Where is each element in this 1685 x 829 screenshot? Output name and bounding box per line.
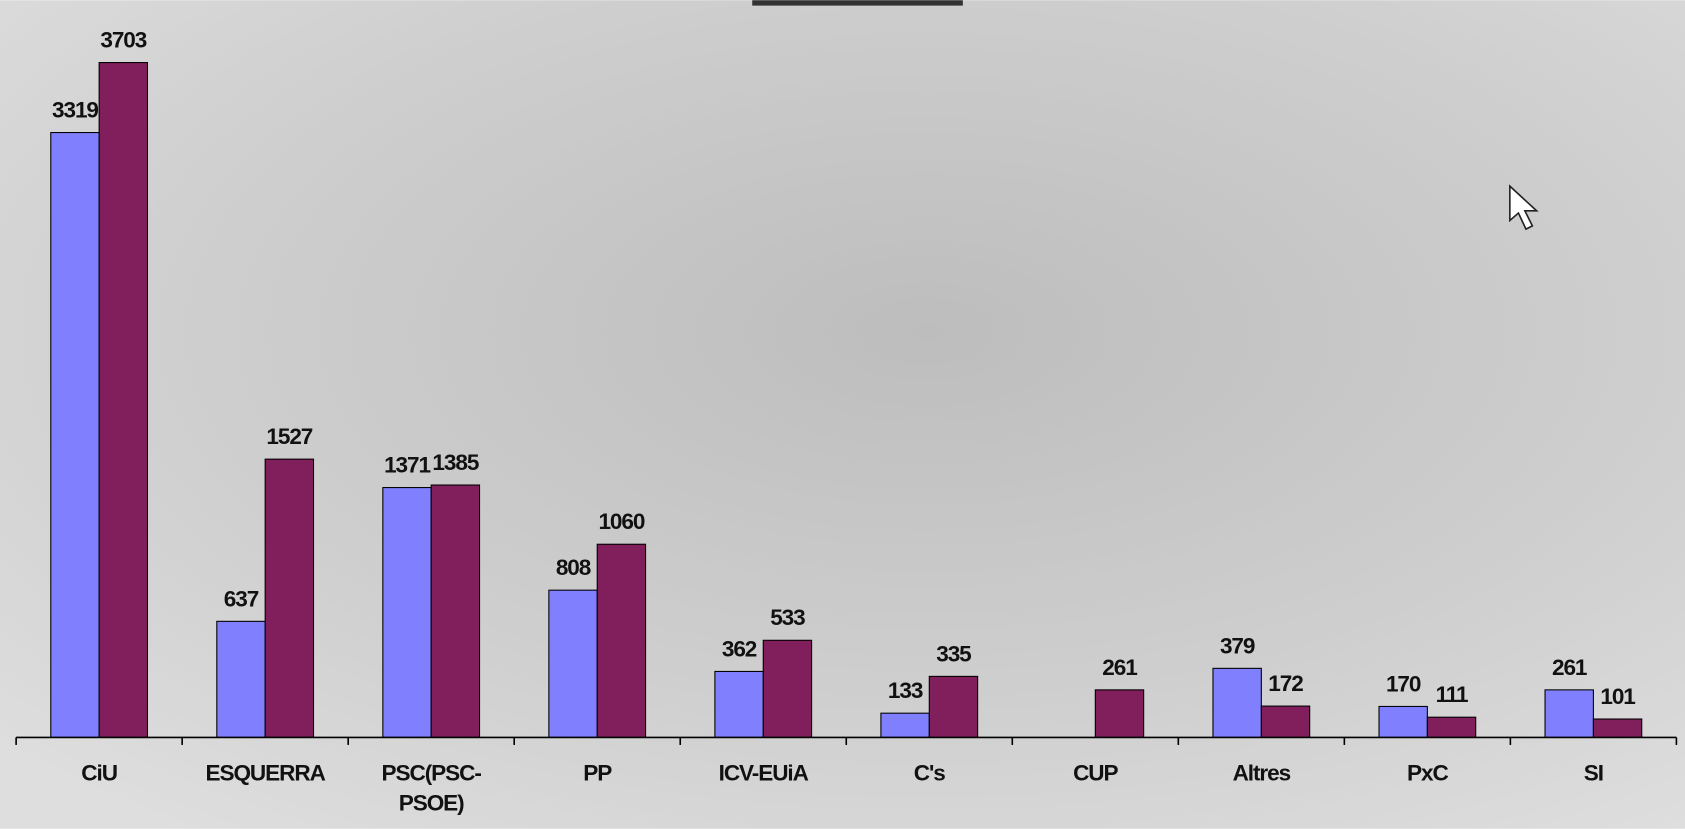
bar: [1544, 689, 1594, 738]
bar: [596, 543, 647, 738]
data-label: 1385: [432, 450, 478, 475]
x-tick-label: PxC: [1407, 761, 1449, 786]
bar: [50, 132, 100, 738]
data-label: 111: [1436, 682, 1468, 707]
bar: [216, 620, 266, 738]
mouse-cursor: [1509, 184, 1539, 231]
bar: [880, 712, 930, 738]
data-label: 335: [936, 641, 971, 666]
data-label: 1060: [598, 509, 644, 534]
data-label: 1371: [384, 453, 430, 478]
x-tick-label-box: PxC: [1407, 761, 1449, 786]
data-label: 170: [1386, 671, 1421, 696]
x-tick-label: ICV-EUiA: [718, 761, 809, 786]
data-label: 533: [770, 605, 805, 630]
bar: [264, 458, 315, 738]
x-tick-label: ESQUERRA: [205, 761, 326, 786]
x-tick-label: Altres: [1232, 761, 1292, 786]
bar: [1592, 718, 1643, 738]
bar: [928, 675, 979, 738]
data-label: 362: [722, 636, 757, 661]
data-label: 3703: [100, 28, 146, 53]
title-box-edge: [752, 0, 963, 6]
x-tick-label-box: Altres: [1232, 761, 1292, 786]
x-tick-label-box: SI: [1583, 761, 1604, 786]
data-label: 1527: [266, 424, 312, 449]
data-label: 261: [1102, 655, 1137, 680]
bar: [98, 62, 149, 738]
x-tick-label-box: C's: [913, 761, 946, 786]
bar: [714, 670, 764, 738]
bar: [762, 639, 813, 738]
x-tick-label-box: ESQUERRA: [205, 761, 326, 786]
data-label: 379: [1220, 633, 1255, 658]
data-label: 133: [888, 678, 923, 703]
data-label: 172: [1268, 671, 1303, 696]
bar: [1378, 705, 1428, 738]
x-tick-label-box: CUP: [1073, 761, 1119, 786]
x-tick-label: PSC(PSC-PSOE): [381, 761, 482, 816]
data-label: 101: [1600, 684, 1635, 709]
plot-area: 3319 3703 CiU 637 1527 ESQUERRA 1371 1385 PSC(PS…: [15, 28, 1678, 816]
bar: [1212, 667, 1262, 738]
x-tick-label-box: PSC(PSC-PSOE): [381, 761, 482, 816]
x-tick-label: SI: [1583, 761, 1604, 786]
data-label: 637: [224, 586, 259, 611]
bar: [1260, 705, 1311, 738]
x-tick-label: C's: [913, 761, 946, 786]
x-tick-label-box: PP: [583, 761, 612, 786]
bar: [382, 487, 432, 738]
x-tick-label: CiU: [81, 761, 118, 786]
x-tick-label-box: ICV-EUiA: [718, 761, 809, 786]
x-tick-label-box: CiU: [81, 761, 118, 786]
bar: [430, 484, 481, 738]
bar: [1094, 689, 1145, 738]
bar: [1426, 716, 1477, 738]
data-label: 808: [556, 555, 591, 580]
bar: [548, 589, 598, 738]
data-label: 3319: [52, 98, 98, 123]
x-tick-label: CUP: [1073, 761, 1119, 786]
x-tick-label: PP: [583, 761, 612, 786]
data-label: 261: [1552, 655, 1587, 680]
